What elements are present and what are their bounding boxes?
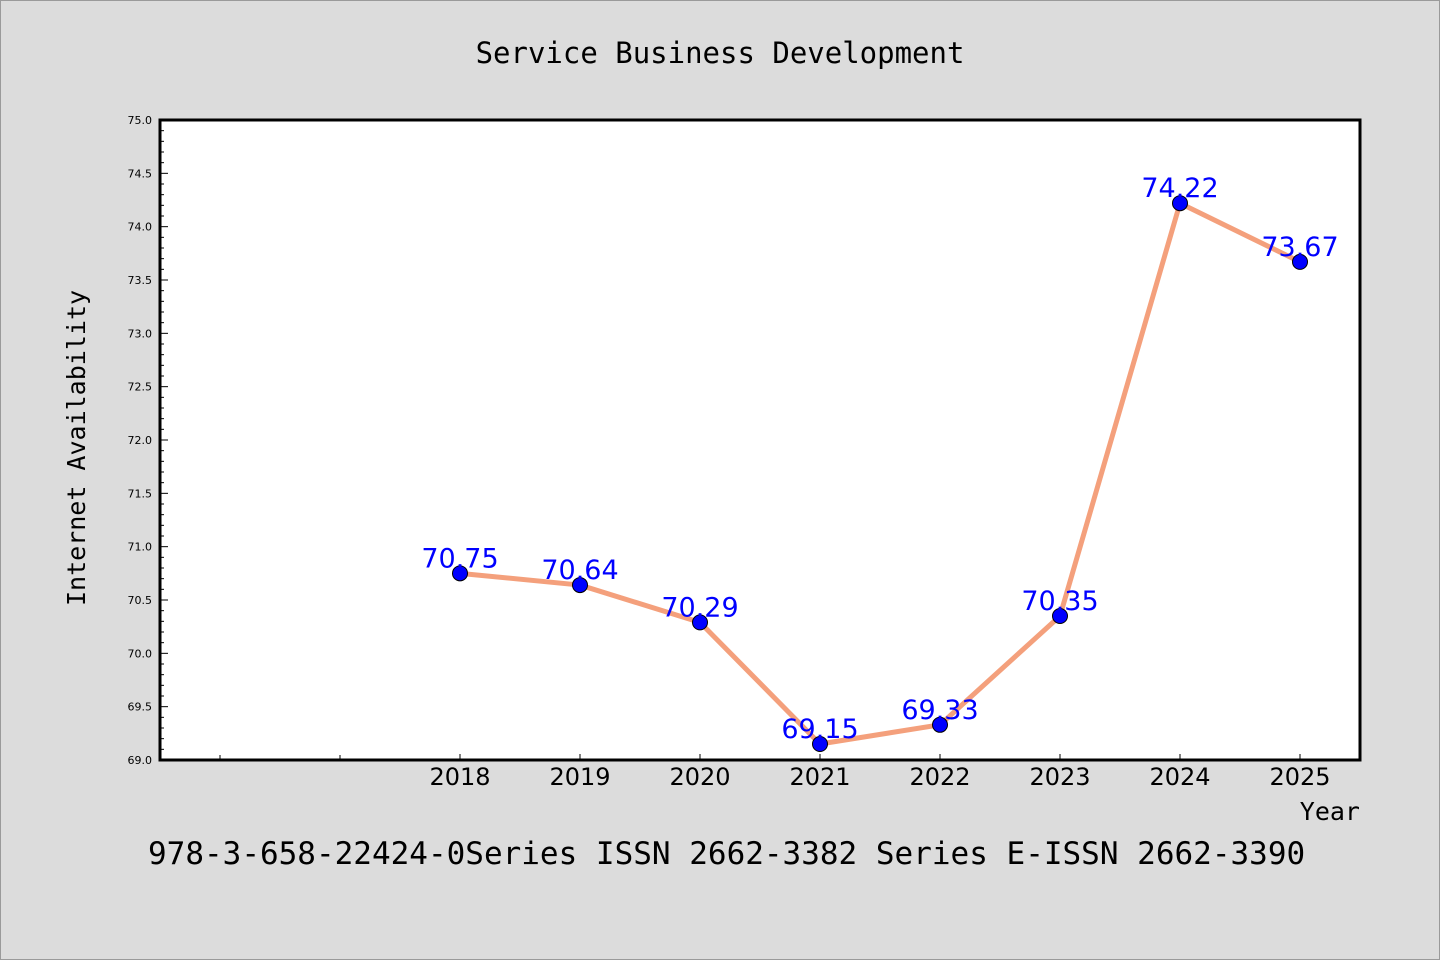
data-point xyxy=(1172,195,1188,212)
footer-text: 978-3-658-22424-0Series ISSN 2662-3382 S… xyxy=(148,836,1305,872)
y-tick-label: 70.5 xyxy=(128,594,153,607)
x-tick-label: 2021 xyxy=(789,763,850,791)
plot-area xyxy=(158,118,1362,762)
y-tick-label: 72.0 xyxy=(128,434,153,447)
y-tick-label: 69.5 xyxy=(128,701,153,714)
data-point xyxy=(932,716,948,733)
data-point xyxy=(1292,253,1308,270)
y-tick-label: 74.0 xyxy=(128,221,153,234)
y-axis-label: Internet Availability xyxy=(62,290,91,606)
data-label: 70.35 xyxy=(1021,586,1098,617)
series-line xyxy=(457,200,1303,747)
y-axis: 69.0 69.5 70.0 70.5 71.0 71.5 72.0 72.5 73.0 73.5… xyxy=(128,114,168,767)
data-label: 70.29 xyxy=(661,592,738,623)
data-point xyxy=(692,614,708,631)
x-tick-label: 2023 xyxy=(1029,763,1090,791)
y-tick-label: 69.0 xyxy=(128,754,153,767)
data-point xyxy=(812,736,828,752)
chart-title: Service Business Development xyxy=(476,36,965,70)
data-label: 70.64 xyxy=(541,555,618,586)
data-label: 69.15 xyxy=(781,714,858,745)
data-label: 73.67 xyxy=(1261,232,1338,263)
data-label: 70.75 xyxy=(421,543,498,574)
x-tick-label: 2018 xyxy=(429,763,490,791)
y-tick-label: 70.0 xyxy=(128,647,153,660)
y-tick-label: 73.5 xyxy=(128,274,153,287)
y-tick-label: 71.5 xyxy=(128,487,153,500)
y-tick-label: 73.0 xyxy=(128,327,153,340)
data-label: 69.33 xyxy=(901,695,978,726)
data-point xyxy=(572,577,588,594)
data-point xyxy=(1052,608,1068,624)
data-point xyxy=(452,565,468,582)
y-tick-label: 72.5 xyxy=(128,381,153,394)
x-axis-label: Year xyxy=(1300,797,1360,826)
x-axis: 2018 2019 2020 2021 2022 2023 2024 2025 xyxy=(219,754,1331,791)
y-tick-label: 74.5 xyxy=(128,167,153,180)
x-tick-label: 2019 xyxy=(549,763,610,791)
x-tick-label: 2020 xyxy=(669,763,730,791)
x-tick-label: 2024 xyxy=(1149,763,1210,791)
data-label: 74.22 xyxy=(1141,173,1218,204)
x-tick-label: 2022 xyxy=(909,763,970,791)
data-label-layer: 70.75 70.64 70.29 69.15 69.33 70.35 74.22 73.67 xyxy=(421,173,1338,745)
y-tick-label: 71.0 xyxy=(128,541,153,554)
x-tick-label: 2025 xyxy=(1269,763,1330,791)
y-tick-label: 75.0 xyxy=(128,114,153,127)
series-layer xyxy=(452,195,1308,752)
